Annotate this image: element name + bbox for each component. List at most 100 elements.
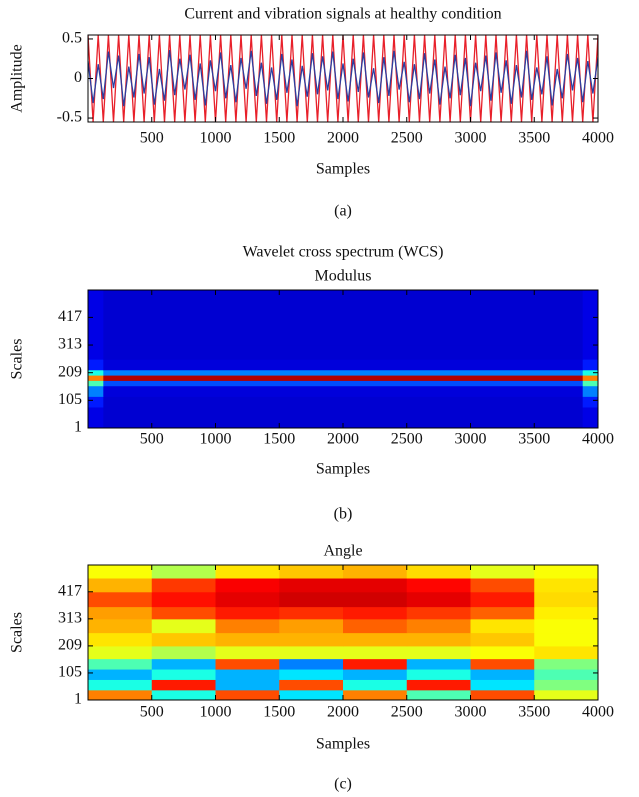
- chart-title: Current and vibration signals at healthy…: [184, 6, 501, 23]
- heatmap-cell: [88, 689, 153, 700]
- heatmap-cell: [406, 645, 471, 660]
- heatmap-cell: [88, 375, 104, 381]
- heatmap-cell: [534, 645, 598, 660]
- heatmap-cell: [103, 406, 584, 419]
- x-tick-label: 1000: [200, 431, 232, 448]
- heatmap-cell: [88, 303, 104, 318]
- heatmap-cell: [470, 591, 535, 608]
- axes-box: [87, 34, 599, 123]
- heatmap-cell: [406, 669, 471, 680]
- heatmap-cell: [151, 658, 216, 670]
- plot-area: [88, 35, 598, 122]
- heatmap-cell: [103, 359, 584, 371]
- heatmap-cell: [215, 632, 280, 647]
- heatmap-cell: [582, 417, 598, 428]
- heatmap-cell: [534, 679, 598, 691]
- x-tick-label: 2500: [391, 704, 423, 721]
- heatmap-cell: [88, 317, 104, 334]
- y-axis-label: Amplitude: [9, 44, 26, 112]
- heatmap-cell: [582, 290, 598, 304]
- heatmap-cell: [279, 689, 344, 700]
- heatmap-cell: [343, 669, 408, 680]
- heatmap-cell: [279, 618, 344, 634]
- heatmap-cell: [406, 591, 471, 608]
- x-tick-label: 3000: [455, 704, 487, 721]
- x-tick-label: 500: [140, 130, 164, 147]
- heatmap-cell: [88, 669, 153, 680]
- heatmap-cell: [406, 565, 471, 579]
- heatmap-cell: [279, 606, 344, 620]
- heatmap-cell: [582, 406, 598, 419]
- heatmap-cell: [343, 618, 408, 634]
- heatmap-cell: [88, 417, 104, 428]
- x-tick-label: 1000: [200, 130, 232, 147]
- heatmap-cell: [103, 385, 584, 397]
- heatmap-cell: [103, 317, 584, 334]
- heatmap-cell: [88, 658, 153, 670]
- heatmap-cell: [151, 618, 216, 634]
- heatmap-cell: [215, 658, 280, 670]
- heatmap-cell: [151, 578, 216, 593]
- heatmap-cell: [88, 632, 153, 647]
- heatmap-cell: [406, 689, 471, 700]
- heatmap-cell: [151, 669, 216, 680]
- heatmap-cell: [582, 396, 598, 408]
- heatmap-cell: [88, 679, 153, 691]
- heatmap-cell: [88, 606, 153, 620]
- heatmap-cell: [103, 345, 584, 360]
- y-tick-label: 313: [58, 610, 82, 627]
- heatmap-cell: [88, 578, 153, 593]
- x-tick-label: 3500: [518, 704, 550, 721]
- heatmap-cell: [470, 606, 535, 620]
- heatmap-cell: [343, 679, 408, 691]
- heatmap-cell: [88, 618, 153, 634]
- chart-subtitle: Modulus: [315, 268, 372, 285]
- y-tick-label: 0.5: [62, 30, 82, 47]
- heatmap-cell: [582, 303, 598, 318]
- x-axis-label: Samples: [316, 461, 370, 478]
- heatmap-cell: [215, 578, 280, 593]
- heatmap-cell: [279, 669, 344, 680]
- heatmap-cell: [470, 632, 535, 647]
- x-tick-label: 2500: [391, 431, 423, 448]
- x-tick-label: 3500: [518, 431, 550, 448]
- x-tick-label: 4000: [582, 431, 614, 448]
- signal-line: [88, 35, 598, 122]
- heatmap-cell: [215, 645, 280, 660]
- heatmap-cell: [88, 565, 153, 579]
- x-tick-label: 3500: [518, 130, 550, 147]
- heatmap-cell: [534, 632, 598, 647]
- chart-title: Wavelet cross spectrum (WCS): [243, 244, 444, 261]
- heatmap-cell: [103, 290, 584, 304]
- heatmap-cell: [88, 396, 104, 408]
- heatmap-cell: [88, 345, 104, 360]
- x-axis-label: Samples: [316, 161, 370, 178]
- heatmap-cell: [151, 645, 216, 660]
- y-tick-label: 1: [74, 691, 82, 708]
- heatmap-cell: [534, 669, 598, 680]
- caption: (c): [334, 776, 352, 793]
- caption: (b): [334, 506, 353, 523]
- y-axis-label: Scales: [9, 612, 26, 653]
- heatmap-cell: [103, 396, 584, 408]
- heatmap-cell: [103, 369, 584, 376]
- x-tick-label: 1000: [200, 704, 232, 721]
- heatmap-cell: [88, 290, 104, 304]
- heatmap-cell: [103, 303, 584, 318]
- x-tick-label: 1500: [263, 130, 295, 147]
- heatmap-cell: [215, 669, 280, 680]
- heatmap-cell: [88, 369, 104, 376]
- heatmap-cell: [406, 632, 471, 647]
- heatmap-cell: [215, 591, 280, 608]
- x-tick-label: 4000: [582, 130, 614, 147]
- chart-title: Angle: [323, 543, 362, 560]
- heatmap-cell: [151, 591, 216, 608]
- heatmap-cell: [534, 578, 598, 593]
- heatmap-cell: [534, 591, 598, 608]
- heatmap-cell: [534, 618, 598, 634]
- y-tick-label: -0.5: [57, 109, 82, 126]
- y-tick-label: 209: [58, 637, 82, 654]
- heatmap-cell: [582, 375, 598, 381]
- heatmap-cell: [88, 359, 104, 371]
